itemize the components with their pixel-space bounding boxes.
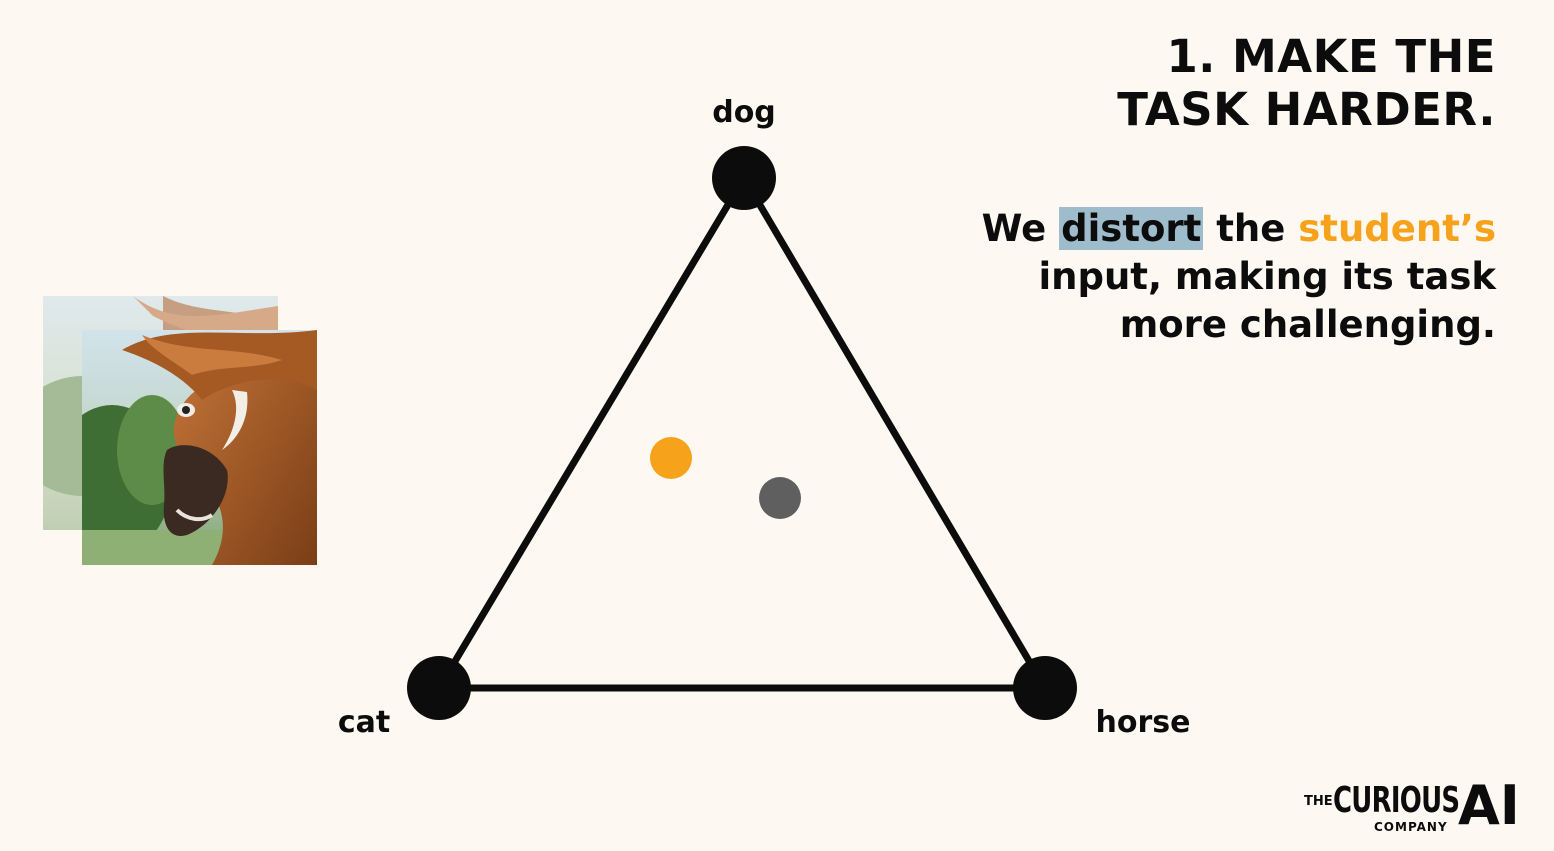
slide-title: 1. MAKE THE TASK HARDER. [1117,30,1496,136]
label-cat: cat [338,705,390,740]
highlighted-word: distort [1059,207,1204,250]
subtitle-line-2: input, making its task [1038,255,1496,298]
subtitle-line-1: We distort the student’s [982,205,1496,253]
logo-company: COMPANY [1374,820,1448,834]
teacher-prediction-point [759,477,801,519]
subtitle-text-we: We [981,207,1060,250]
logo-ai: AI [1458,774,1520,837]
vertex-dog [712,146,776,210]
student-prediction-point [650,437,692,479]
accent-word: student’s [1298,207,1496,250]
horse-photo-distorted [82,330,317,565]
title-line-1: 1. MAKE THE [1166,30,1496,83]
vertex-horse [1013,656,1077,720]
company-logo: THE CURIOUS COMPANY AI [1300,778,1530,838]
label-dog: dog [712,95,776,130]
slide-subtitle: We distort the student’s input, making i… [982,205,1496,349]
title-line-2: TASK HARDER. [1117,83,1496,136]
simplex-triangle [435,174,1049,692]
logo-the: THE [1304,794,1333,809]
subtitle-line-3: more challenging. [1119,303,1496,346]
label-horse: horse [1096,705,1191,740]
subtitle-text-the: the [1203,207,1299,250]
logo-curious: CURIOUS [1333,780,1460,821]
vertex-cat [407,656,471,720]
